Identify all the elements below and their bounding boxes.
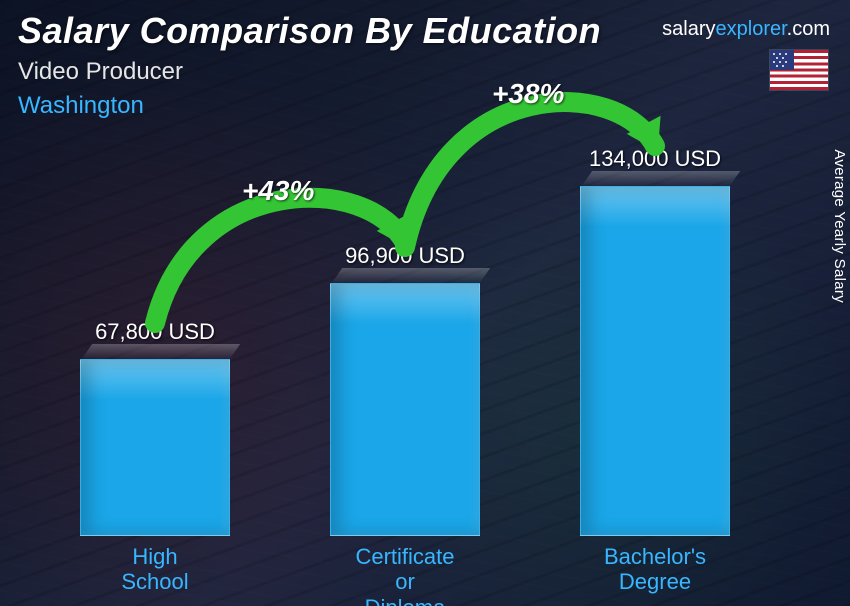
bar-chart: 67,800 USDHigh School 96,900 USDCertifica… (60, 120, 780, 536)
bar (80, 359, 230, 536)
flag-icon (770, 50, 828, 90)
page-subtitle: Video Producer (18, 58, 183, 86)
increase-pct-label: +38% (492, 78, 564, 110)
page-location: Washington (18, 92, 144, 120)
bar-value-label: 96,900 USD (345, 243, 465, 269)
bar-wrap: 134,000 USDBachelor's Degree (580, 186, 730, 536)
bar-category-label: High School (118, 544, 193, 595)
bar-category-label: Bachelor's Degree (604, 544, 706, 595)
bar (330, 283, 480, 536)
brand-tld: .com (787, 18, 830, 40)
bar-category-label: Certificate or Diploma (355, 544, 454, 606)
increase-pct-label: +43% (242, 175, 314, 207)
bar-wrap: 96,900 USDCertificate or Diploma (330, 283, 480, 536)
bar-value-label: 134,000 USD (589, 146, 721, 172)
page-title: Salary Comparison By Education (18, 10, 601, 52)
bar (580, 186, 730, 536)
bar-wrap: 67,800 USDHigh School (80, 359, 230, 536)
brand-prefix: salary (662, 18, 715, 40)
infographic-stage: Salary Comparison By Education Video Pro… (0, 0, 850, 606)
brand-suffix: explorer (716, 18, 787, 40)
bar-value-label: 67,800 USD (95, 319, 215, 345)
brand-label: salaryexplorer.com (662, 18, 830, 41)
y-axis-label: Average Yearly Salary (832, 149, 849, 303)
